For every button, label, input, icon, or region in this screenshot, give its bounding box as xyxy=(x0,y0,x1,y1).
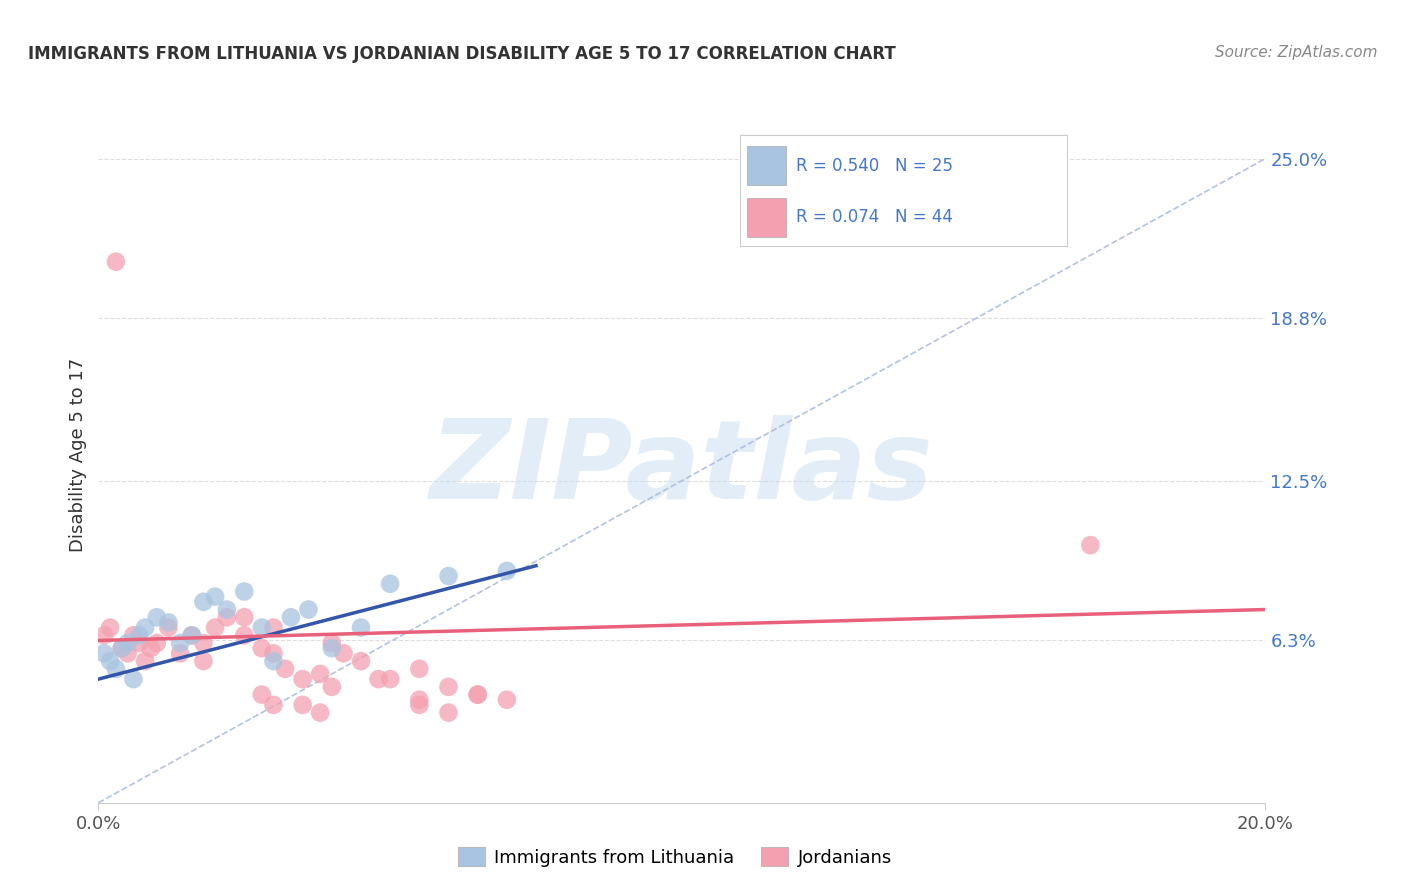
Point xyxy=(350,621,373,635)
Point xyxy=(98,654,121,668)
Point xyxy=(146,610,169,624)
Point xyxy=(291,672,314,686)
Point xyxy=(297,602,319,616)
Point xyxy=(262,654,284,668)
Point xyxy=(93,646,115,660)
Point xyxy=(204,590,226,604)
Point xyxy=(437,706,460,720)
Text: ZIPatlas: ZIPatlas xyxy=(430,416,934,523)
Text: Source: ZipAtlas.com: Source: ZipAtlas.com xyxy=(1215,45,1378,60)
Point xyxy=(321,680,343,694)
Point xyxy=(291,698,314,712)
Point xyxy=(104,254,127,268)
Point xyxy=(250,641,273,656)
Point xyxy=(250,688,273,702)
Point xyxy=(215,610,238,624)
Point xyxy=(408,692,430,706)
Point xyxy=(122,628,145,642)
Point xyxy=(128,636,150,650)
Point xyxy=(169,646,191,660)
Point xyxy=(367,672,389,686)
Point xyxy=(496,564,519,578)
Point xyxy=(117,636,139,650)
Point xyxy=(117,646,139,660)
Point xyxy=(380,672,402,686)
Point xyxy=(193,636,215,650)
Point xyxy=(496,692,519,706)
Point xyxy=(262,621,284,635)
Point xyxy=(437,680,460,694)
Point xyxy=(139,641,162,656)
Point xyxy=(180,628,202,642)
Point xyxy=(134,621,156,635)
Point xyxy=(193,654,215,668)
Point xyxy=(180,628,202,642)
Point xyxy=(233,610,256,624)
Point xyxy=(204,621,226,635)
Point xyxy=(104,662,127,676)
Point xyxy=(157,621,180,635)
Point xyxy=(321,636,343,650)
Point xyxy=(122,672,145,686)
Point xyxy=(111,641,134,656)
Point xyxy=(134,654,156,668)
Point xyxy=(262,646,284,660)
Point xyxy=(146,636,169,650)
Point xyxy=(280,610,302,624)
Point xyxy=(380,576,402,591)
Point xyxy=(467,688,489,702)
Point xyxy=(309,667,332,681)
Point xyxy=(93,628,115,642)
Point xyxy=(309,706,332,720)
Point xyxy=(467,688,489,702)
Point xyxy=(262,698,284,712)
Point xyxy=(332,646,354,660)
Point xyxy=(157,615,180,630)
Point xyxy=(193,595,215,609)
Point xyxy=(250,621,273,635)
Point xyxy=(169,636,191,650)
Point xyxy=(408,698,430,712)
Y-axis label: Disability Age 5 to 17: Disability Age 5 to 17 xyxy=(69,358,87,552)
Point xyxy=(437,569,460,583)
Point xyxy=(98,621,121,635)
Point xyxy=(111,641,134,656)
Point xyxy=(408,662,430,676)
Point xyxy=(233,628,256,642)
Point xyxy=(233,584,256,599)
Legend: Immigrants from Lithuania, Jordanians: Immigrants from Lithuania, Jordanians xyxy=(451,840,898,874)
Point xyxy=(128,628,150,642)
Text: IMMIGRANTS FROM LITHUANIA VS JORDANIAN DISABILITY AGE 5 TO 17 CORRELATION CHART: IMMIGRANTS FROM LITHUANIA VS JORDANIAN D… xyxy=(28,45,896,62)
Point xyxy=(215,602,238,616)
Point xyxy=(321,641,343,656)
Point xyxy=(1080,538,1102,552)
Point xyxy=(274,662,297,676)
Point xyxy=(350,654,373,668)
